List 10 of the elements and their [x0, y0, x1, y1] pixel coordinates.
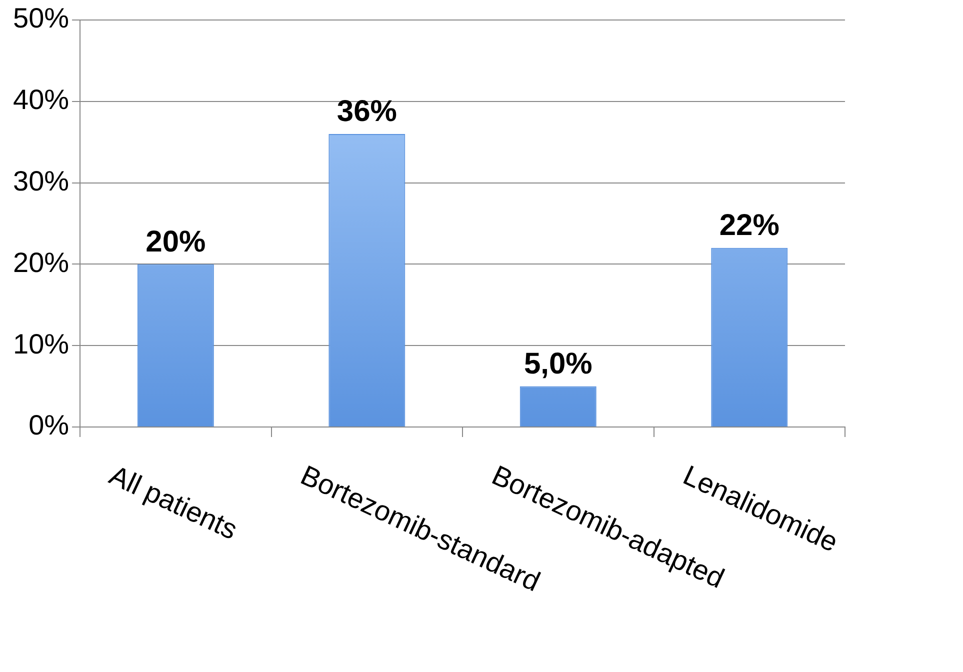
data-label: 20% [146, 225, 206, 258]
y-tick-label: 40% [12, 84, 70, 116]
data-label: 5,0% [524, 348, 592, 381]
y-tick-label: 0% [28, 410, 70, 441]
y-tick-label: 10% [12, 328, 70, 360]
y-tick-label: 30% [12, 166, 70, 197]
data-label: 36% [336, 95, 397, 128]
y-tick-label: 20% [12, 246, 70, 278]
y-tick-label: 50% [12, 2, 70, 34]
data-label: 22% [719, 209, 780, 242]
